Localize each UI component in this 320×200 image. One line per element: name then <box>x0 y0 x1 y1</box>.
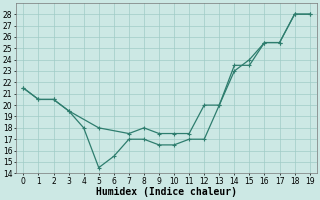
X-axis label: Humidex (Indice chaleur): Humidex (Indice chaleur) <box>96 187 237 197</box>
